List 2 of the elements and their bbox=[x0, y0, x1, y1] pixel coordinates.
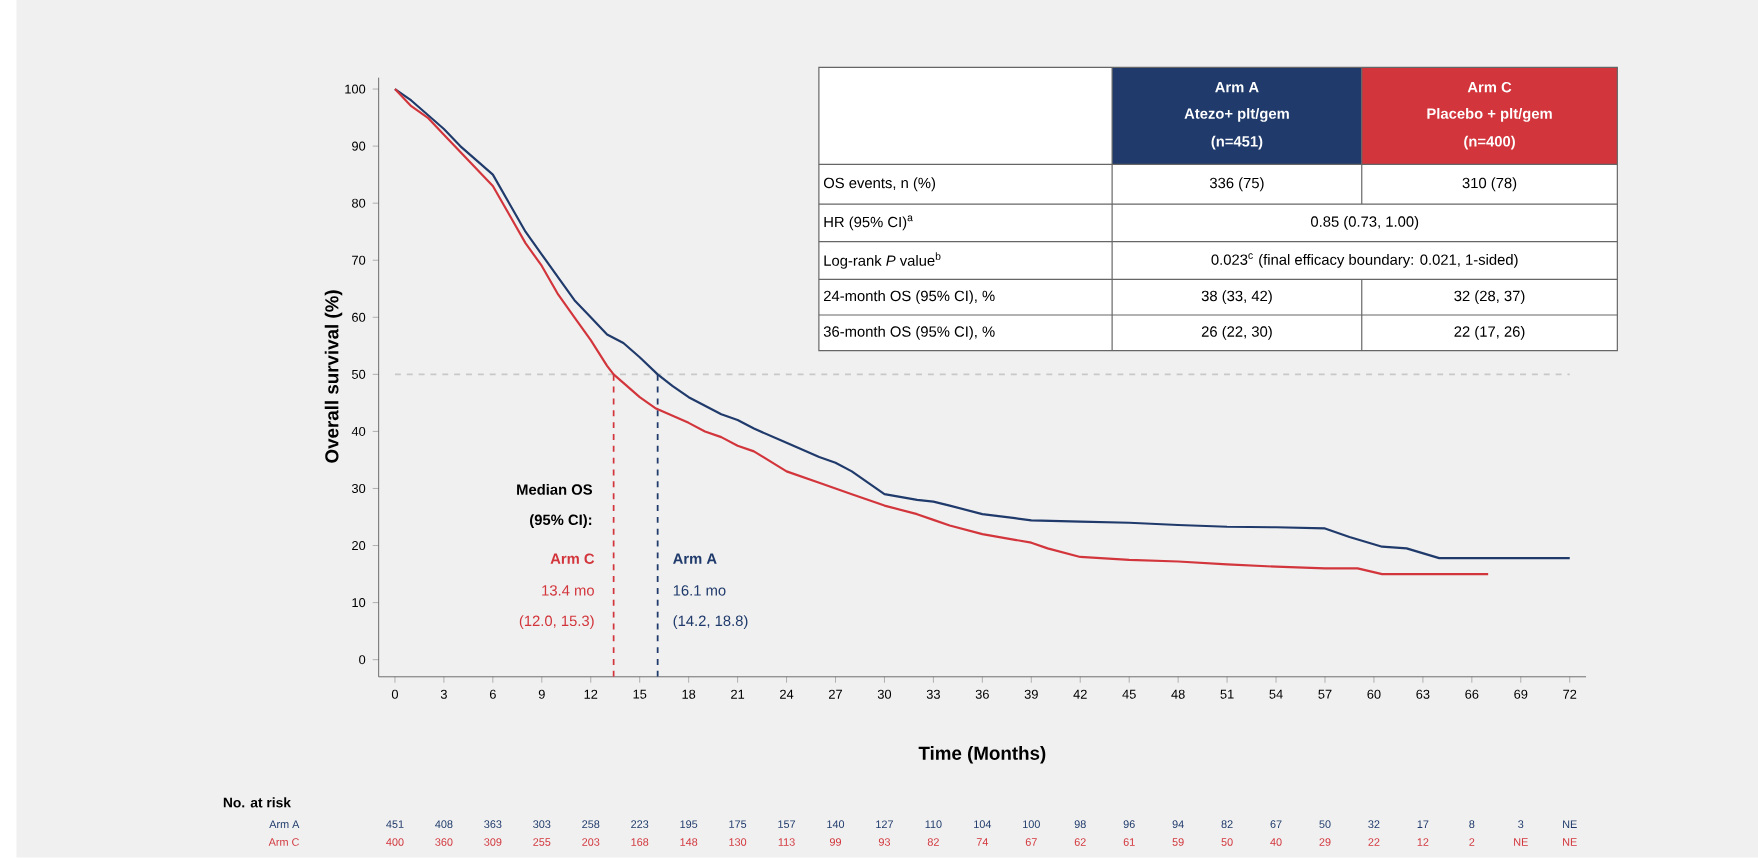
y-axis-title: Overall survival (%) bbox=[324, 290, 343, 463]
x-axis-title: Time (Months) bbox=[918, 746, 1046, 764]
